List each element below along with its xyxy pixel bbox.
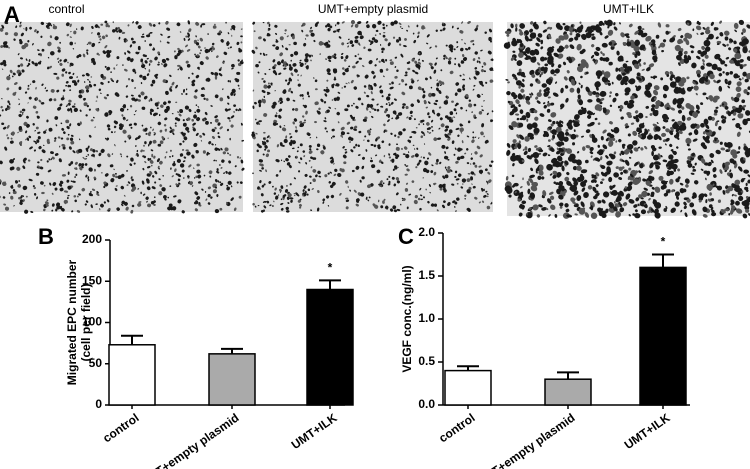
y-tick-label: 200: [82, 232, 102, 246]
bar: [209, 354, 255, 405]
bar: [545, 379, 591, 405]
image-title: control: [48, 2, 84, 16]
x-tick-label: control: [100, 411, 141, 446]
y-axis-label: (cell per field): [79, 283, 93, 361]
annotation: *: [328, 261, 333, 275]
cell: [586, 71, 589, 74]
bar: [445, 371, 491, 405]
x-tick-label: control: [436, 411, 477, 446]
panel-label: B: [38, 224, 54, 249]
cell: [361, 176, 364, 179]
cell: [100, 24, 103, 26]
bar: [640, 267, 686, 405]
cell: [115, 173, 117, 175]
y-tick-label: 0.5: [418, 354, 435, 368]
annotation: *: [661, 235, 666, 249]
y-tick-label: 0.0: [418, 397, 435, 411]
cell: [61, 74, 64, 77]
x-tick-label: UMT+empty plasmid: [138, 411, 242, 469]
cell: [746, 183, 748, 186]
y-axis-label: Migrated EPC number: [65, 260, 79, 386]
panel-label: C: [398, 224, 414, 249]
y-tick-label: 2.0: [418, 225, 435, 239]
x-tick-label: UMT+empty plasmid: [474, 411, 578, 469]
bar: [307, 290, 353, 406]
x-tick-label: UMT+ILK: [289, 410, 340, 452]
cell: [466, 110, 468, 112]
bar: [109, 345, 155, 405]
y-tick-label: 1.0: [418, 311, 435, 325]
y-axis-label: VEGF conc.(ng/ml): [400, 265, 414, 372]
cell: [185, 149, 188, 151]
cell: [259, 103, 261, 107]
image-title: UMT+ILK: [603, 2, 654, 16]
cell: [213, 25, 217, 28]
cell: [351, 20, 355, 24]
image-title: UMT+empty plasmid: [318, 2, 428, 16]
cell: [257, 150, 259, 153]
cell: [578, 95, 581, 99]
cell: [193, 114, 197, 118]
y-tick-label: 0: [95, 397, 102, 411]
cell: [255, 119, 256, 121]
x-tick-label: UMT+ILK: [622, 410, 673, 452]
cell: [457, 183, 459, 185]
y-tick-label: 1.5: [418, 268, 435, 282]
